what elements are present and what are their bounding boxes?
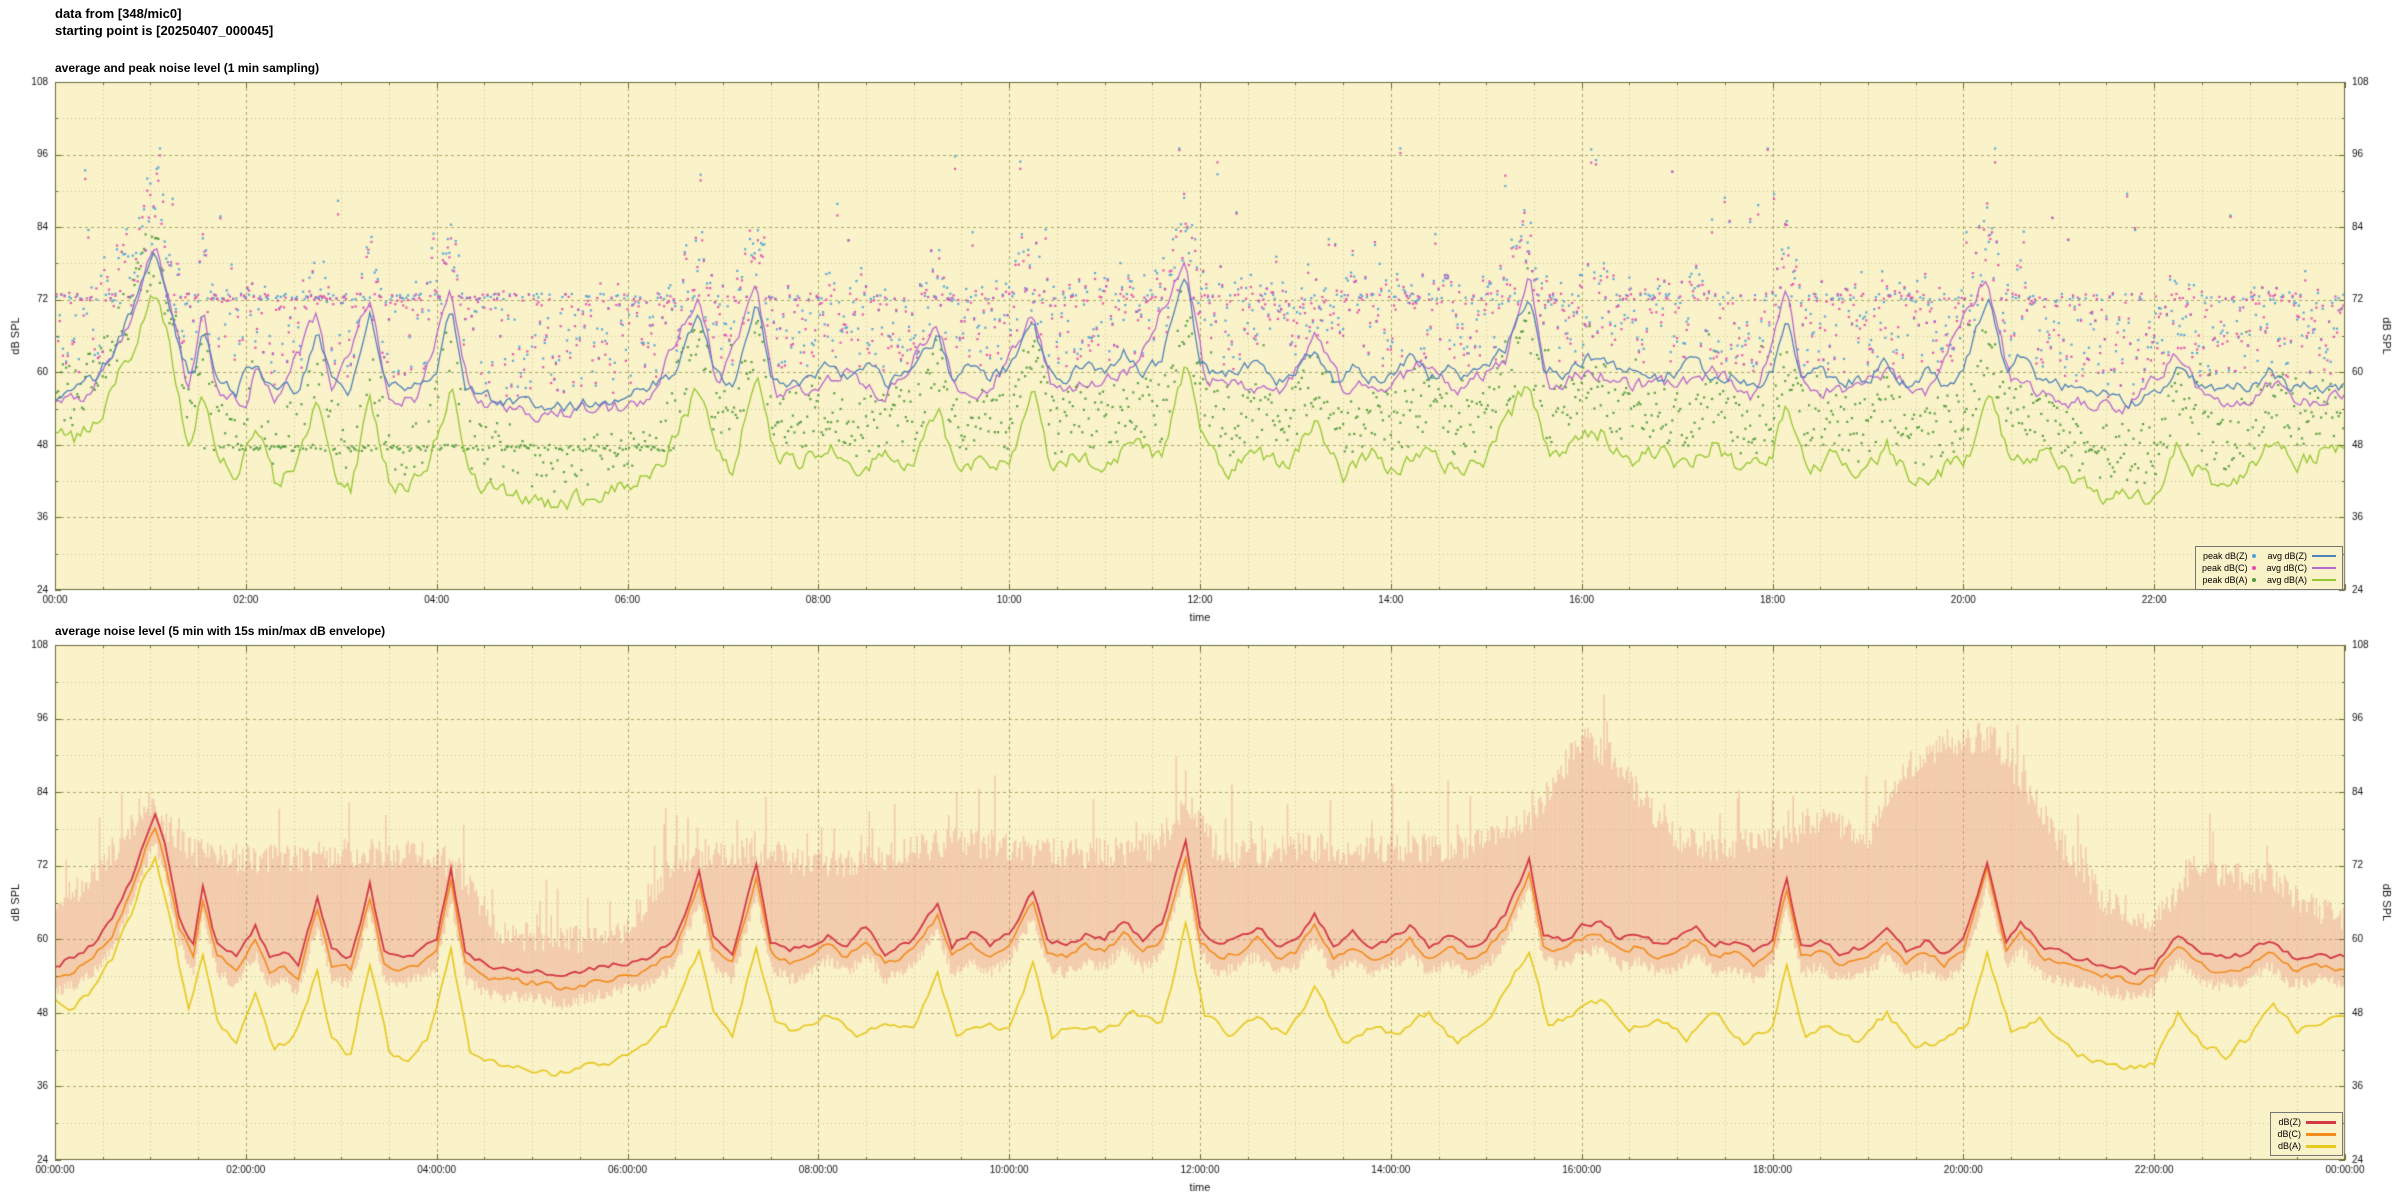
legend-item-avg-dbc: avg dB(C) bbox=[2266, 562, 2336, 574]
legend-label: peak dB(A) bbox=[2202, 575, 2248, 585]
header: data from [348/mic0] starting point is [… bbox=[55, 5, 273, 39]
chart1-legend-peak-column: peak dB(Z) peak dB(C) peak dB(A) bbox=[2202, 550, 2257, 586]
legend-label: avg dB(Z) bbox=[2267, 551, 2307, 561]
legend-item-peak-dba: peak dB(A) bbox=[2202, 574, 2257, 586]
legend-label: peak dB(C) bbox=[2201, 563, 2248, 573]
chart2-title: average noise level (5 min with 15s min/… bbox=[55, 624, 386, 638]
header-line1: data from [348/mic0] bbox=[55, 6, 182, 21]
legend-label: avg dB(A) bbox=[2266, 575, 2307, 585]
legend-item-dbz: dB(Z) bbox=[2277, 1116, 2336, 1128]
chart1-title: average and peak noise level (1 min samp… bbox=[55, 61, 320, 75]
chart2-legend: dB(Z) dB(C) dB(A) bbox=[2270, 1112, 2343, 1156]
legend-item-peak-dbz: peak dB(Z) bbox=[2202, 550, 2257, 562]
peak-dba-dot-marker bbox=[2252, 578, 2257, 582]
chart1-legend: peak dB(Z) peak dB(C) peak dB(A) avg dB(… bbox=[2194, 546, 2343, 590]
dbc-line-marker bbox=[2306, 1132, 2336, 1136]
chart1-legend-avg-column: avg dB(Z) avg dB(C) avg dB(A) bbox=[2266, 550, 2336, 586]
avg-dba-line-marker bbox=[2312, 579, 2336, 581]
avg-dbz-line-marker bbox=[2312, 555, 2336, 557]
legend-label: dB(Z) bbox=[2278, 1117, 2302, 1127]
legend-item-avg-dba: avg dB(A) bbox=[2266, 574, 2336, 586]
legend-item-peak-dbc: peak dB(C) bbox=[2202, 562, 2257, 574]
legend-label: peak dB(Z) bbox=[2202, 551, 2248, 561]
avg-dbc-line-marker bbox=[2312, 567, 2336, 569]
legend-item-dba: dB(A) bbox=[2277, 1140, 2336, 1152]
legend-label: avg dB(C) bbox=[2266, 563, 2307, 573]
legend-label: dB(A) bbox=[2277, 1141, 2301, 1151]
legend-item-dbc: dB(C) bbox=[2277, 1128, 2336, 1140]
dba-line-marker bbox=[2306, 1144, 2336, 1148]
legend-item-avg-dbz: avg dB(Z) bbox=[2266, 550, 2336, 562]
peak-dbc-dot-marker bbox=[2252, 566, 2257, 570]
peak-dbz-dot-marker bbox=[2252, 554, 2257, 558]
header-line2: starting point is [20250407_000045] bbox=[55, 23, 274, 38]
legend-label: dB(C) bbox=[2277, 1129, 2301, 1139]
dbz-line-marker bbox=[2306, 1120, 2336, 1124]
